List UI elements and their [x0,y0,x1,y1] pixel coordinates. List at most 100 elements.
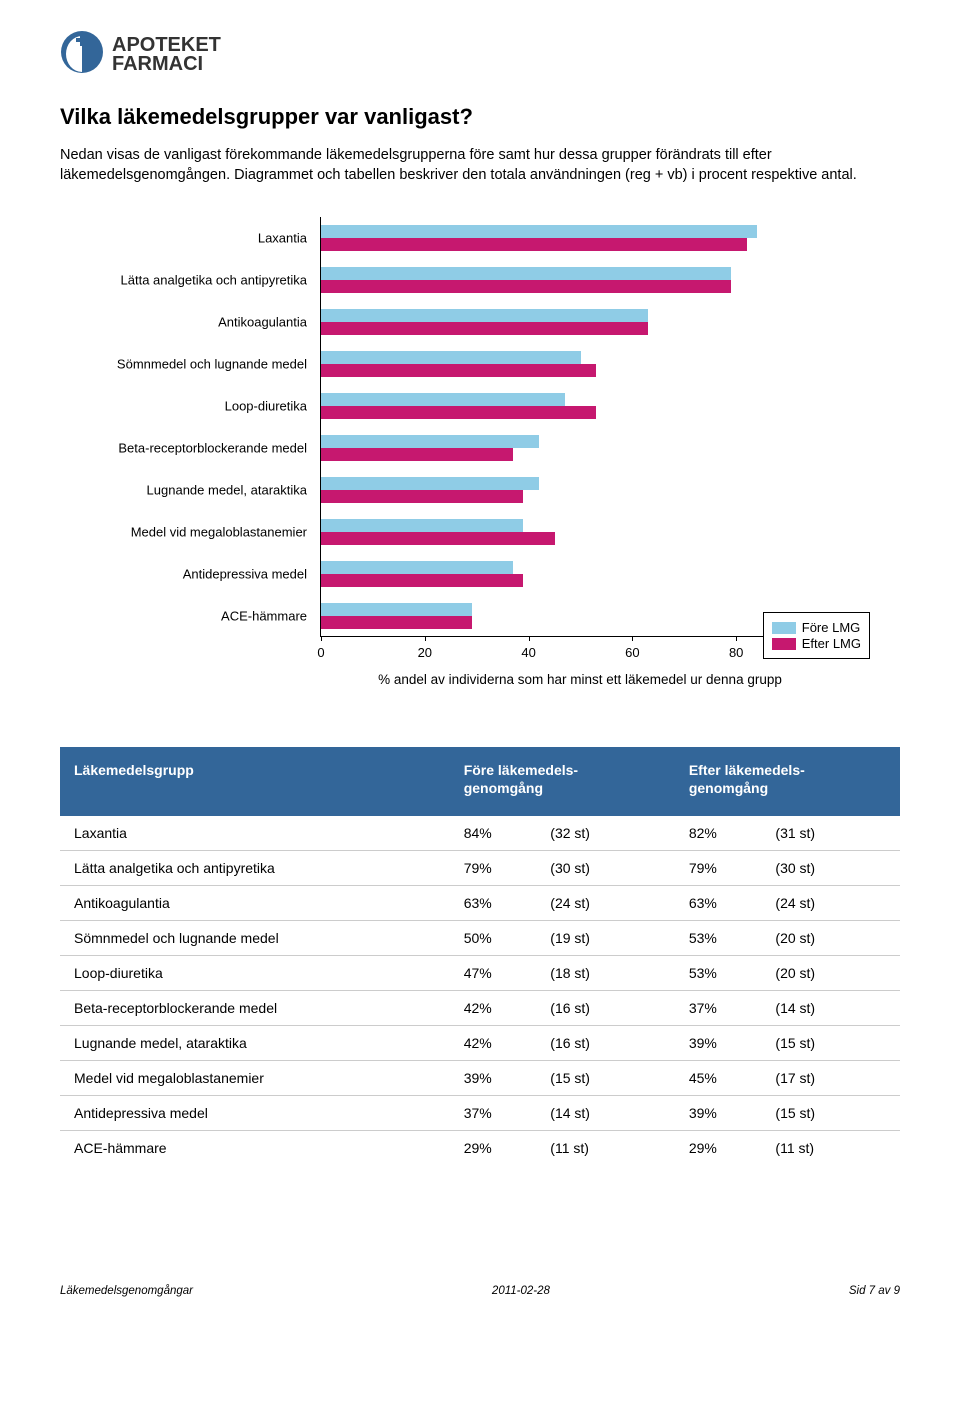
chart-y-label: Antikoagulantia [107,315,307,330]
row-efter-st: (20 st) [761,955,900,990]
chart-x-tick: 20 [418,645,432,660]
chart-y-label: Lugnande medel, ataraktika [107,483,307,498]
table-row: Antidepressiva medel37%(14 st)39%(15 st) [60,1095,900,1130]
table-row: Laxantia84%(32 st)82%(31 st) [60,816,900,851]
bar-efter [321,406,596,419]
bar-efter [321,574,523,587]
row-efter-st: (11 st) [761,1130,900,1165]
row-fore-pct: 42% [450,1025,537,1060]
chart-y-label: ACE-hämmare [107,609,307,624]
bar-fore [321,561,513,574]
row-efter-st: (24 st) [761,885,900,920]
bar-fore [321,393,565,406]
row-name: Medel vid megaloblastanemier [60,1060,450,1095]
footer-center: 2011-02-28 [492,1285,550,1297]
row-efter-pct: 79% [675,850,762,885]
row-fore-pct: 29% [450,1130,537,1165]
row-fore-pct: 79% [450,850,537,885]
row-fore-pct: 84% [450,816,537,851]
row-fore-pct: 63% [450,885,537,920]
row-name: Lätta analgetika och antipyretika [60,850,450,885]
bar-fore [321,603,472,616]
table-row: Sömnmedel och lugnande medel50%(19 st)53… [60,920,900,955]
chart-y-label: Antidepressiva medel [107,567,307,582]
row-fore-st: (16 st) [536,1025,675,1060]
bar-efter [321,364,596,377]
legend-label: Före LMG [802,620,861,635]
row-name: Laxantia [60,816,450,851]
bar-fore [321,351,581,364]
table-row: Beta-receptorblockerande medel42%(16 st)… [60,990,900,1025]
table-header-after: Efter läkemedels-genomgång [675,747,900,815]
row-efter-st: (30 st) [761,850,900,885]
row-efter-pct: 37% [675,990,762,1025]
table-row: Antikoagulantia63%(24 st)63%(24 st) [60,885,900,920]
row-fore-st: (24 st) [536,885,675,920]
bar-efter [321,490,523,503]
bar-efter [321,532,555,545]
logo-line1: APOTEKET [112,36,221,55]
page-footer: Läkemedelsgenomgångar 2011-02-28 Sid 7 a… [60,1285,900,1297]
chart-legend: Före LMGEfter LMG [763,612,870,659]
row-efter-pct: 53% [675,920,762,955]
row-efter-pct: 39% [675,1025,762,1060]
legend-swatch [772,622,796,634]
row-fore-st: (18 st) [536,955,675,990]
row-fore-st: (32 st) [536,816,675,851]
row-fore-pct: 37% [450,1095,537,1130]
row-name: Antikoagulantia [60,885,450,920]
footer-left: Läkemedelsgenomgångar [60,1285,193,1297]
page-title: Vilka läkemedelsgrupper var vanligast? [60,104,900,130]
row-efter-st: (14 st) [761,990,900,1025]
bar-fore [321,267,731,280]
table-header-group: Läkemedelsgrupp [60,747,450,815]
table-row: Lätta analgetika och antipyretika79%(30 … [60,850,900,885]
bar-fore [321,225,757,238]
row-name: Beta-receptorblockerande medel [60,990,450,1025]
table-row: Loop-diuretika47%(18 st)53%(20 st) [60,955,900,990]
row-name: ACE-hämmare [60,1130,450,1165]
table-row: Lugnande medel, ataraktika42%(16 st)39%(… [60,1025,900,1060]
chart-x-tick: 40 [521,645,535,660]
bar-efter [321,322,648,335]
bar-efter [321,280,731,293]
row-name: Antidepressiva medel [60,1095,450,1130]
row-efter-pct: 39% [675,1095,762,1130]
chart-x-axis-label: % andel av individerna som har minst ett… [320,672,840,687]
row-efter-st: (15 st) [761,1025,900,1060]
row-efter-st: (15 st) [761,1095,900,1130]
bar-fore [321,309,648,322]
footer-right: Sid 7 av 9 [849,1285,900,1297]
bar-fore [321,477,539,490]
row-efter-pct: 63% [675,885,762,920]
legend-swatch [772,638,796,650]
row-fore-pct: 50% [450,920,537,955]
bar-fore [321,519,523,532]
row-name: Loop-diuretika [60,955,450,990]
row-fore-st: (11 st) [536,1130,675,1165]
logo: APOTEKET FARMACI [60,30,900,79]
row-efter-pct: 82% [675,816,762,851]
chart-y-label: Medel vid megaloblastanemier [107,525,307,540]
chart-y-label: Sömnmedel och lugnande medel [107,357,307,372]
drug-groups-table: Läkemedelsgrupp Före läkemedels-genomgån… [60,747,900,1164]
legend-item: Före LMG [772,620,861,635]
chart-y-label: Loop-diuretika [107,399,307,414]
logo-icon [60,30,104,79]
row-name: Sömnmedel och lugnande medel [60,920,450,955]
chart-y-label: Lätta analgetika och antipyretika [107,273,307,288]
intro-paragraph: Nedan visas de vanligast förekommande lä… [60,146,900,185]
row-efter-pct: 53% [675,955,762,990]
row-fore-st: (16 st) [536,990,675,1025]
row-efter-pct: 45% [675,1060,762,1095]
row-fore-st: (14 st) [536,1095,675,1130]
table-row: Medel vid megaloblastanemier39%(15 st)45… [60,1060,900,1095]
row-fore-st: (19 st) [536,920,675,955]
bar-efter [321,448,513,461]
row-efter-st: (20 st) [761,920,900,955]
chart-x-tick: 60 [625,645,639,660]
bar-efter [321,616,472,629]
chart-y-label: Laxantia [107,231,307,246]
bar-efter [321,238,747,251]
row-fore-pct: 39% [450,1060,537,1095]
